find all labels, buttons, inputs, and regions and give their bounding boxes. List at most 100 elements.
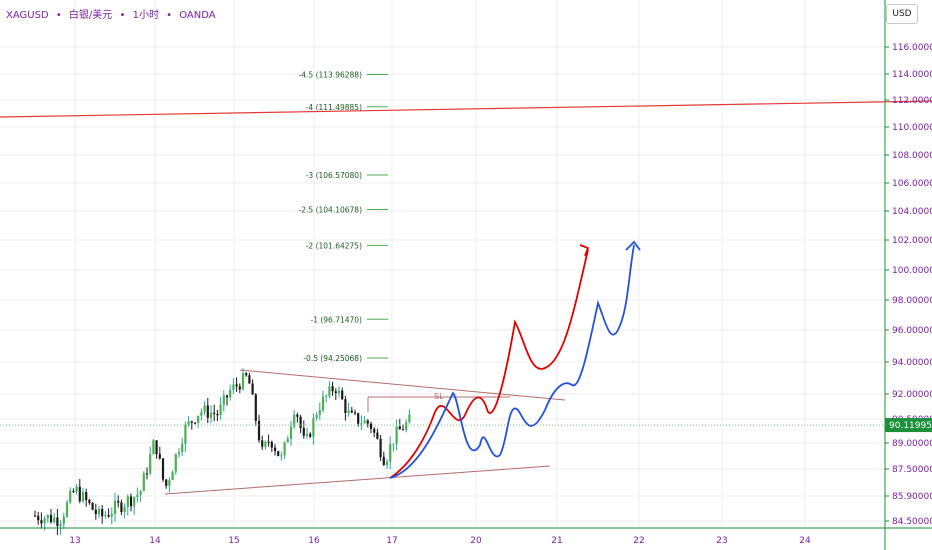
candle-body bbox=[69, 491, 72, 503]
candle-body bbox=[225, 395, 229, 398]
fib-level-label: -3 (106.57080) bbox=[306, 171, 362, 180]
candle-body bbox=[209, 412, 213, 418]
x-tick-label: 15 bbox=[228, 536, 239, 546]
candle-body bbox=[129, 496, 133, 507]
candle-body bbox=[197, 415, 200, 423]
candle-body bbox=[203, 405, 206, 412]
fib-level-label: -2.5 (104.10678) bbox=[299, 206, 363, 215]
candle-body bbox=[241, 373, 245, 390]
fib-level-label: -1 (96.71470) bbox=[310, 315, 362, 324]
y-tick-label: 84.50000 bbox=[892, 517, 932, 527]
candle-body bbox=[289, 426, 293, 439]
x-tick-label: 16 bbox=[308, 536, 320, 546]
wedge-lower bbox=[164, 465, 551, 495]
candle-body bbox=[270, 441, 273, 448]
candle-body bbox=[88, 500, 91, 503]
candle-body bbox=[37, 515, 40, 521]
candle-body bbox=[123, 506, 126, 513]
interval-label[interactable]: 1小时 bbox=[132, 10, 159, 21]
candle-body bbox=[299, 416, 302, 429]
candle-body bbox=[369, 423, 373, 429]
candle-body bbox=[193, 422, 197, 424]
y-tick-label: 92.00000 bbox=[892, 390, 932, 400]
candle-body bbox=[325, 395, 328, 397]
candle-body bbox=[49, 514, 53, 523]
x-tick-label: 14 bbox=[149, 536, 161, 546]
candle-body bbox=[53, 517, 56, 523]
candle-body bbox=[117, 500, 120, 503]
drawings: SL -4.5 (113.96288) -4 (111.49885) -3 (106.… bbox=[0, 70, 932, 495]
candle-body bbox=[165, 479, 168, 486]
arrowhead-red bbox=[579, 244, 590, 257]
candle-body bbox=[171, 471, 174, 480]
y-tick-label: 85.90000 bbox=[892, 492, 932, 502]
candle-body bbox=[344, 399, 347, 413]
candles bbox=[33, 368, 411, 535]
candle-body bbox=[350, 410, 353, 413]
wedge-upper bbox=[239, 369, 566, 401]
candle-body bbox=[91, 502, 94, 510]
candle-body bbox=[56, 517, 59, 527]
candle-body bbox=[133, 497, 136, 507]
candle-body bbox=[293, 414, 296, 427]
candle-body bbox=[94, 509, 97, 515]
candle-body bbox=[315, 414, 318, 419]
candle-body bbox=[337, 390, 341, 394]
candle-body bbox=[366, 420, 369, 424]
currency-button[interactable]: USD bbox=[886, 4, 918, 24]
candle-body bbox=[142, 473, 145, 492]
candle-body bbox=[40, 520, 43, 524]
arrowhead-blue bbox=[625, 240, 641, 251]
sl-annotation: SL bbox=[434, 392, 444, 401]
y-tick-label: 106.00000 bbox=[892, 179, 932, 189]
separator: • bbox=[119, 10, 126, 21]
candle-body bbox=[283, 442, 286, 456]
symbol-ticker[interactable]: XAGUSD bbox=[6, 10, 49, 21]
candle-body bbox=[190, 421, 193, 423]
y-tick-label: 87.50000 bbox=[892, 465, 932, 475]
candle-body bbox=[229, 389, 232, 398]
candle-body bbox=[46, 514, 49, 519]
symbol-name: 白银/美元 bbox=[68, 10, 113, 21]
candle-body bbox=[286, 438, 289, 443]
last-price-tag bbox=[885, 418, 932, 433]
candle-body bbox=[120, 502, 123, 513]
candle-body bbox=[401, 429, 405, 431]
grid bbox=[0, 0, 885, 528]
candle-body bbox=[155, 440, 158, 455]
candle-body bbox=[395, 426, 398, 444]
candle-body bbox=[158, 454, 161, 459]
candle-body bbox=[97, 508, 101, 515]
x-tick-label: 21 bbox=[551, 536, 562, 546]
candle-body bbox=[360, 423, 363, 425]
x-tick-label: 23 bbox=[716, 536, 727, 546]
candle-body bbox=[273, 447, 277, 452]
candle-body bbox=[200, 411, 203, 416]
y-tick-label: 98.00000 bbox=[892, 296, 932, 306]
trendline-red bbox=[0, 100, 932, 118]
y-tick-label: 100.00000 bbox=[892, 266, 932, 276]
fib-level-label: -4 (111.49885) bbox=[306, 103, 362, 112]
candle-body bbox=[101, 508, 104, 517]
candle-body bbox=[213, 412, 216, 414]
candle-body bbox=[251, 383, 254, 395]
candle-body bbox=[75, 486, 78, 492]
candle-body bbox=[113, 500, 117, 515]
projection-blue bbox=[389, 244, 635, 479]
candle-body bbox=[392, 443, 395, 445]
x-tick-label: 22 bbox=[633, 536, 644, 546]
candle-body bbox=[254, 394, 257, 421]
candle-body bbox=[222, 395, 225, 405]
candle-body bbox=[341, 390, 344, 400]
candle-body bbox=[267, 441, 270, 443]
candle-body bbox=[245, 373, 248, 376]
candle-body bbox=[33, 515, 37, 517]
candle-body bbox=[305, 433, 309, 436]
broker-label: OANDA bbox=[179, 10, 216, 21]
y-tick-label: 114.00000 bbox=[892, 70, 932, 80]
candle-body bbox=[184, 424, 187, 444]
projection-red bbox=[389, 249, 589, 479]
fib-level-label: -2 (101.64275) bbox=[306, 241, 362, 250]
